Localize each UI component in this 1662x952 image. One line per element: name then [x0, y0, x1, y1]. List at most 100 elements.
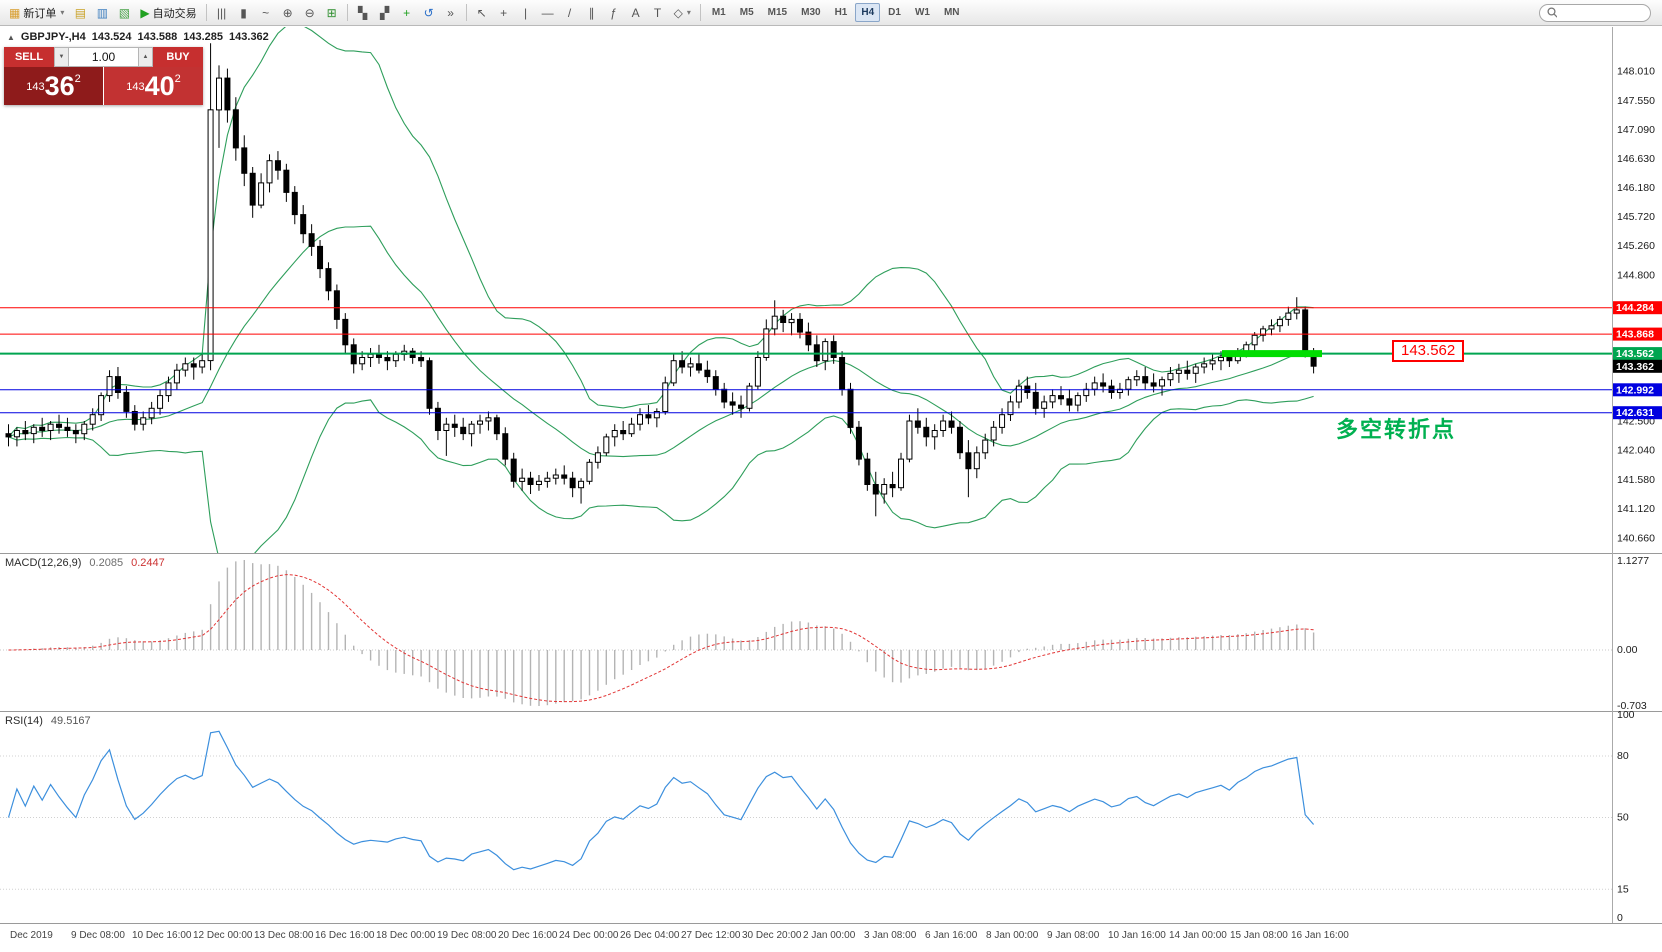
trendline-button[interactable]: /	[560, 3, 580, 23]
buy-price-prefix: 143	[126, 81, 145, 93]
price-tick-label: 141.580	[1617, 474, 1655, 486]
new-chart-icon: +	[403, 5, 411, 20]
tile-windows-icon: ⊞	[326, 5, 337, 20]
refresh-icon: ↺	[423, 5, 434, 20]
text-label-icon: T	[653, 5, 662, 20]
macd-signal-value: 0.2447	[131, 557, 165, 569]
sell-button[interactable]: SELL	[4, 47, 54, 67]
time-axis-label: 16 Dec 16:00	[315, 930, 375, 941]
timeframe-h4[interactable]: H4	[855, 3, 881, 22]
rsi-scale-label: 80	[1617, 750, 1629, 762]
rsi-scale-label: 15	[1617, 883, 1629, 895]
crosshair-button[interactable]: +	[494, 3, 514, 23]
price-tick-label: 145.260	[1617, 240, 1655, 252]
candlestick-mode-button[interactable]: ▮	[234, 3, 254, 23]
text-button[interactable]: A	[626, 3, 646, 23]
data-window-button[interactable]: ▥	[92, 3, 112, 23]
sell-price-big: 36	[44, 71, 75, 101]
price-marker-label: 144.284	[1616, 302, 1654, 314]
rsi-scale-label: 50	[1617, 812, 1629, 824]
bar-chart-mode-button[interactable]: |||	[212, 3, 232, 23]
time-axis-label: 10 Jan 16:00	[1108, 930, 1166, 941]
rsi-scale-label: 100	[1617, 709, 1635, 721]
horizontal-line-button[interactable]: —	[538, 3, 558, 23]
zoom-out-button[interactable]: ⊖	[300, 3, 320, 23]
autotrading-button[interactable]: ▶ 自动交易	[136, 3, 200, 23]
channel-button[interactable]: ∥	[582, 3, 602, 23]
timeframe-m5[interactable]: M5	[739, 7, 754, 18]
bollinger-lower	[8, 395, 1314, 553]
timeframe-mn[interactable]: MN	[943, 7, 960, 18]
cursor-button[interactable]: ↖	[472, 3, 492, 23]
rsi-value: 49.5167	[50, 715, 91, 727]
price-tick-label: 144.800	[1617, 269, 1655, 281]
candles-layer	[5, 43, 1317, 517]
market-watch-button[interactable]: ▤	[70, 3, 90, 23]
fibonacci-button[interactable]: ƒ	[604, 3, 624, 23]
chevron-down-icon: ▾	[60, 8, 65, 17]
time-axis-label: 27 Dec 12:00	[681, 930, 741, 941]
channel-icon: ∥	[588, 5, 595, 20]
sell-price-sup: 2	[74, 73, 81, 85]
tile-windows-button[interactable]: ⊞	[322, 3, 342, 23]
timeframe-w1[interactable]: W1	[914, 7, 930, 18]
cascade-windows-icon: ▞	[379, 5, 390, 20]
timeframe-m15[interactable]: M15	[767, 7, 788, 18]
volume-input[interactable]: 1.00	[69, 47, 138, 67]
price-marker-label: 143.362	[1616, 361, 1654, 373]
chart-shift-button[interactable]: »	[441, 3, 461, 23]
buy-button[interactable]: BUY	[153, 47, 203, 67]
trendline-icon: /	[567, 5, 572, 20]
sell-price-prefix: 143	[26, 81, 45, 93]
time-axis-label: 18 Dec 00:00	[376, 930, 436, 941]
text-label-button[interactable]: T	[648, 3, 668, 23]
price-marker	[1613, 359, 1662, 373]
rsi-label: RSI(14) 49.5167	[5, 715, 91, 727]
refresh-button[interactable]: ↺	[419, 3, 439, 23]
search-input[interactable]	[1561, 6, 1643, 19]
line-chart-mode-button[interactable]: ~	[256, 3, 276, 23]
toolbar-button-label: 自动交易	[152, 7, 197, 20]
time-axis-label: Dec 2019	[10, 930, 53, 941]
price-scale[interactable]: 148.010 147.550 147.090 146.630 146.180 145.7…	[1613, 66, 1662, 545]
time-axis-label: 8 Jan 00:00	[986, 930, 1039, 941]
macd-scale-label: 0.00	[1617, 644, 1638, 656]
new-order-button[interactable]: ▦ 新订单 ▾	[5, 3, 68, 23]
timeframe-h1[interactable]: H1	[834, 7, 848, 18]
toolbar-separator	[346, 4, 348, 21]
ohlc-open: 143.524	[91, 31, 132, 43]
navigator-button[interactable]: ▧	[114, 3, 134, 23]
volume-up-button[interactable]: ▲	[138, 47, 153, 67]
price-level-annotation[interactable]: 143.562	[1392, 340, 1465, 362]
fibonacci-icon: ƒ	[610, 5, 617, 20]
arrange-windows-button[interactable]: ▚	[353, 3, 373, 23]
price-tick-label: 147.090	[1617, 124, 1655, 136]
toolbar-separator	[205, 4, 207, 21]
zoom-in-button[interactable]: ⊕	[278, 3, 298, 23]
new-chart-button[interactable]: +	[397, 3, 417, 23]
cascade-windows-button[interactable]: ▞	[375, 3, 395, 23]
timeframe-m1[interactable]: M1	[711, 7, 726, 18]
vertical-line-button[interactable]: |	[516, 3, 536, 23]
time-axis-label: 30 Dec 20:00	[742, 930, 802, 941]
turning-point-note[interactable]: 多空转折点	[1336, 417, 1457, 442]
timeframe-d1[interactable]: D1	[888, 7, 901, 18]
cursor-icon: ↖	[476, 5, 487, 20]
time-axis-label: 9 Jan 08:00	[1047, 930, 1100, 941]
price-tick-label: 145.720	[1617, 211, 1655, 223]
time-axis-label: 2 Jan 00:00	[803, 930, 856, 941]
sell-price-button[interactable]: 143 36 2	[4, 67, 104, 105]
ohlc-high: 143.588	[137, 31, 178, 43]
buy-price-button[interactable]: 143 40 2	[104, 67, 203, 105]
highlight-segment[interactable]	[1222, 350, 1322, 358]
timeframe-m30[interactable]: M30	[801, 7, 821, 18]
autotrading-icon: ▶	[140, 5, 150, 20]
volume-down-button[interactable]: ▼	[54, 47, 69, 67]
buy-price-sup: 2	[174, 73, 181, 85]
shapes-button[interactable]: ◇ ▾	[670, 3, 695, 23]
macd-name: MACD(12,26,9)	[5, 557, 82, 569]
time-axis-label: 9 Dec 08:00	[71, 930, 125, 941]
symbol-search[interactable]	[1539, 3, 1651, 22]
zoom-out-icon: ⊖	[304, 5, 315, 20]
